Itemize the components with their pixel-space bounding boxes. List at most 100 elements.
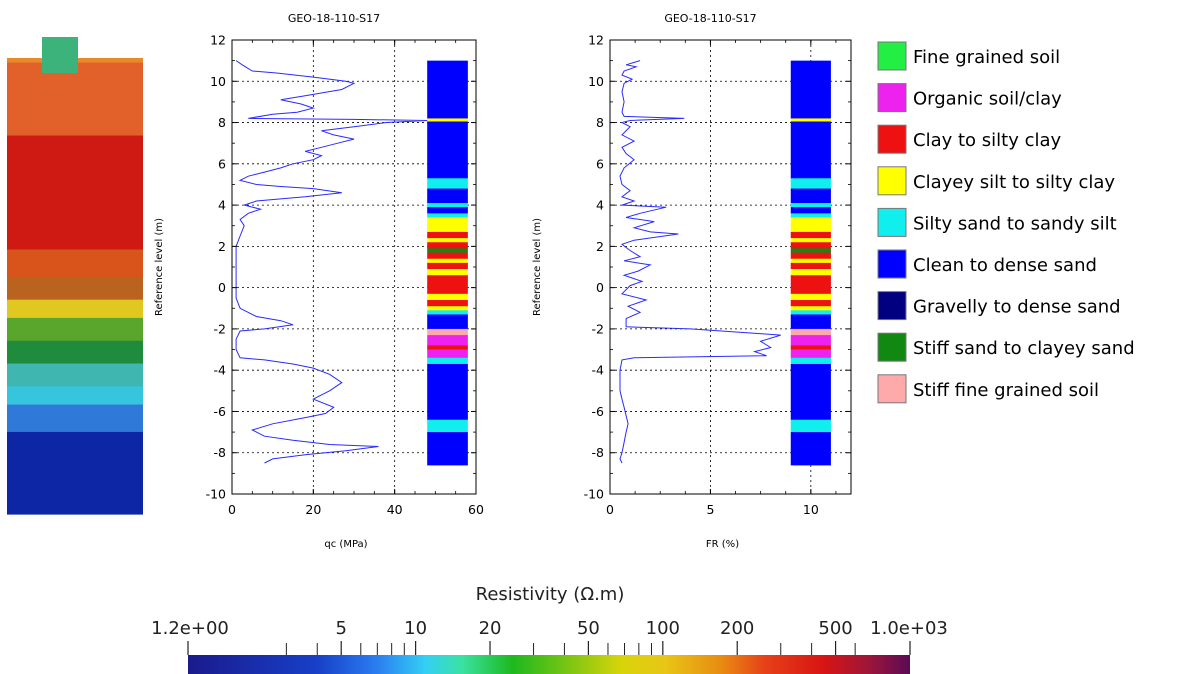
soil-layer-1 (427, 118, 468, 122)
soil-layer-11 (427, 242, 468, 249)
y-tick-label: 6 (218, 156, 226, 171)
colorbar-gradient (188, 655, 910, 674)
colorbar-tick-label: 200 (720, 618, 754, 639)
soil-layer-6 (790, 207, 831, 214)
legend-label: Gravelly to dense sand (913, 297, 1121, 318)
y-tick-label: -6 (214, 404, 227, 419)
soil-layer-17 (427, 275, 468, 295)
y-tick-label: -10 (584, 487, 604, 502)
soil-layer-10 (790, 238, 831, 243)
soil-layer-12 (790, 248, 831, 253)
soil-layer-5 (427, 203, 468, 208)
soil-layer-25 (427, 345, 468, 350)
soil-layer-3 (427, 178, 468, 189)
section-band-5 (7, 299, 143, 319)
section-band-7 (7, 340, 143, 365)
soil-layer-22 (790, 314, 831, 330)
x-tick-label: 0 (228, 502, 236, 517)
section-band-6 (7, 317, 143, 342)
x-tick-label: 10 (803, 502, 819, 517)
soil-layer-6 (427, 207, 468, 214)
y-tick-label: -10 (206, 487, 226, 502)
x-tick-label: 60 (468, 502, 484, 517)
soil-layer-1 (790, 118, 831, 122)
soil-layer-4 (790, 188, 831, 204)
qc-y-axis-label: Reference level (m) (154, 218, 165, 316)
section-marker (42, 37, 78, 73)
soil-layer-9 (790, 231, 831, 239)
soil-layer-5 (790, 203, 831, 208)
soil-layer-28 (427, 363, 468, 421)
soil-layer-19 (790, 300, 831, 307)
legend-label: Clean to dense sand (913, 255, 1097, 276)
soil-layer-13 (790, 252, 831, 260)
soil-layer-23 (427, 328, 468, 336)
y-tick-label: 12 (588, 33, 604, 48)
y-tick-label: -6 (592, 404, 605, 419)
section-band-4 (7, 276, 143, 301)
x-tick-label: 40 (387, 502, 403, 517)
soil-layer-3 (790, 178, 831, 189)
soil-layer-29 (790, 419, 831, 433)
legend-swatch (877, 124, 907, 154)
soil-layer-20 (790, 306, 831, 311)
soil-layer-27 (790, 357, 831, 365)
y-tick-label: 12 (210, 33, 226, 48)
section-band-1 (7, 62, 143, 137)
y-tick-label: -8 (592, 445, 605, 460)
soil-layer-25 (790, 345, 831, 350)
legend-swatch (877, 332, 907, 362)
y-tick-label: -2 (214, 321, 226, 336)
colorbar-tick-label: 100 (646, 618, 680, 639)
soil-layer-7 (790, 213, 831, 218)
colorbar-tick-label: 1.2e+00 (151, 618, 229, 639)
legend-swatch (877, 207, 907, 237)
soil-layer-9 (427, 231, 468, 239)
soil-layer-16 (790, 269, 831, 276)
series-line (619, 60, 781, 464)
qc-panel: GEO-18-110-S17 qc (MPa) Reference level … (154, 12, 484, 550)
x-tick-label: 0 (606, 502, 614, 517)
soil-layer-16 (427, 269, 468, 276)
soil-layer-18 (790, 293, 831, 301)
soil-layer-24 (427, 335, 468, 346)
soil-layer-24 (790, 335, 831, 346)
y-tick-label: 2 (218, 239, 226, 254)
section-band-10 (7, 404, 143, 433)
legend-swatch (877, 249, 907, 279)
soil-layer-14 (790, 258, 831, 264)
soil-layer-18 (427, 293, 468, 301)
legend-label: Stiff fine grained soil (913, 380, 1099, 401)
colorbar-tick-label: 20 (479, 618, 502, 639)
soil-layer-8 (427, 217, 468, 233)
legend-label: Fine grained soil (913, 47, 1060, 68)
section-band-11 (7, 431, 143, 515)
soil-layer-13 (427, 252, 468, 260)
colorbar-tick-label: 500 (818, 618, 852, 639)
soil-layer-14 (427, 258, 468, 264)
fr-panel-title: GEO-18-110-S17 (664, 12, 756, 25)
soil-layer-29 (427, 419, 468, 433)
soil-layer-8 (790, 217, 831, 233)
soil-layer-4 (427, 188, 468, 204)
soil-layer-15 (427, 262, 468, 270)
colorbar-tick-label: 10 (404, 618, 427, 639)
fr-x-axis-label: FR (%) (706, 539, 739, 550)
y-tick-label: 10 (588, 74, 604, 89)
y-tick-label: 8 (218, 115, 226, 130)
soil-layer-0 (790, 60, 831, 119)
y-tick-label: -4 (592, 363, 605, 378)
soil-layer-22 (427, 314, 468, 330)
qc-panel-title: GEO-18-110-S17 (288, 12, 380, 25)
soil-layer-21 (427, 310, 468, 315)
legend-label: Organic soil/clay (913, 89, 1062, 110)
section-band-9 (7, 386, 143, 406)
soil-layer-12 (427, 248, 468, 253)
soil-layer-23 (790, 328, 831, 336)
y-tick-label: 4 (596, 198, 604, 213)
x-tick-label: 5 (706, 502, 714, 517)
x-tick-label: 20 (305, 502, 321, 517)
soil-layer-2 (790, 121, 831, 179)
soil-layer-10 (427, 238, 468, 243)
colorbar-tick-label: 1.0e+03 (870, 618, 948, 639)
